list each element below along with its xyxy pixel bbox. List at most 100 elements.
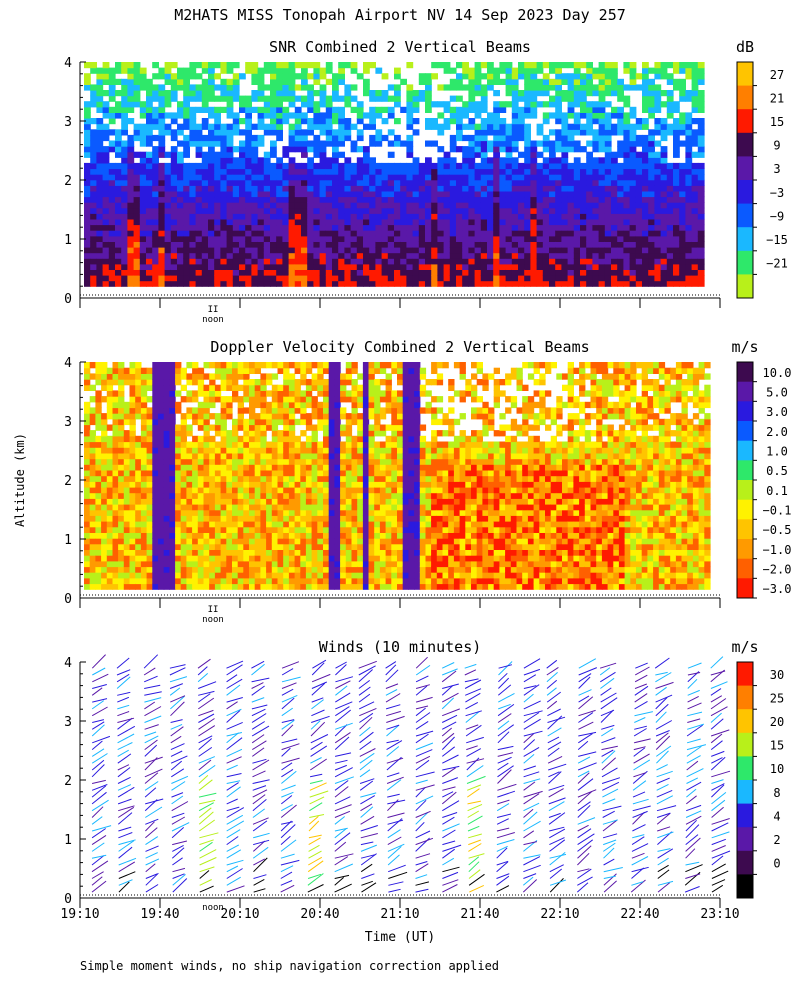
snr-cell — [598, 258, 606, 265]
snr-cell — [108, 190, 116, 198]
snr-cell — [660, 179, 668, 186]
velocity-cell — [260, 481, 267, 488]
snr-cell — [654, 269, 662, 276]
velocity-cell — [243, 396, 250, 403]
velocity-cell — [129, 418, 136, 426]
snr-cell — [418, 280, 426, 287]
snr-cell — [158, 162, 166, 170]
snr-cell — [325, 67, 333, 74]
snr-cell — [381, 241, 389, 248]
snr-cell — [239, 202, 246, 209]
snr-cell — [679, 218, 686, 226]
snr-cell — [276, 213, 283, 220]
snr-cell — [437, 218, 445, 226]
snr-cell — [102, 207, 110, 214]
snr-cell — [102, 241, 110, 248]
velocity-cell — [152, 469, 159, 477]
snr-cell — [363, 157, 370, 164]
velocity-cell — [129, 486, 136, 494]
snr-cell — [133, 235, 141, 242]
velocity-cell — [260, 362, 267, 369]
snr-cell — [139, 134, 147, 142]
snr-cell — [654, 140, 662, 147]
snr-cell — [511, 269, 519, 276]
snr-cell — [313, 112, 321, 119]
velocity-cell — [271, 549, 279, 556]
snr-cell — [480, 275, 488, 282]
snr-cell — [648, 84, 655, 91]
snr-cell — [654, 157, 662, 164]
snr-cell — [474, 174, 482, 181]
snr-cell — [108, 168, 116, 175]
snr-cell — [437, 207, 445, 214]
snr-cell — [524, 106, 531, 113]
snr-cell — [164, 224, 172, 231]
snr-cell — [611, 168, 618, 175]
snr-cell — [642, 78, 649, 85]
snr-cell — [251, 202, 259, 209]
snr-cell — [139, 258, 147, 265]
snr-cell — [604, 235, 612, 242]
snr-cell — [276, 129, 283, 136]
snr-cell — [654, 202, 662, 209]
snr-cell — [660, 275, 668, 282]
snr-cell — [332, 202, 339, 209]
snr-cell — [183, 280, 190, 287]
snr-cell — [629, 258, 637, 265]
velocity-cell — [283, 481, 290, 488]
snr-cell — [623, 67, 631, 74]
snr-cell — [623, 202, 631, 209]
snr-cell — [276, 190, 283, 198]
snr-cell — [164, 241, 172, 248]
snr-cell — [480, 207, 488, 214]
velocity-cell — [271, 396, 279, 403]
snr-cell — [542, 190, 550, 198]
snr-cell — [356, 196, 364, 203]
velocity-cell — [214, 555, 222, 562]
snr-cell — [648, 146, 655, 153]
snr-cell — [629, 269, 637, 276]
snr-cell — [164, 78, 172, 85]
velocity-cell — [197, 532, 205, 539]
velocity-cell — [214, 362, 222, 369]
snr-cell — [344, 190, 352, 198]
snr-cell — [282, 202, 290, 209]
snr-cell — [487, 213, 494, 220]
snr-cell — [468, 140, 476, 147]
velocity-cell — [214, 577, 222, 585]
velocity-cell — [249, 498, 256, 505]
velocity-cell — [266, 373, 273, 380]
snr-cell — [648, 157, 655, 164]
snr-cell — [257, 179, 265, 186]
snr-cell — [611, 106, 618, 113]
velocity-panel: Doppler Velocity Combined 2 Vertical Bea… — [64, 338, 791, 625]
snr-cell — [474, 241, 482, 248]
velocity-cell — [254, 367, 261, 374]
snr-cell — [164, 162, 172, 170]
snr-cell — [350, 269, 358, 276]
snr-cell — [685, 168, 693, 175]
velocity-cell — [249, 469, 256, 477]
snr-cell — [369, 118, 376, 125]
snr-cell — [201, 280, 209, 287]
snr-cell — [505, 218, 513, 226]
snr-cell — [288, 258, 296, 265]
velocity-cell — [254, 577, 261, 585]
snr-cell — [245, 280, 252, 287]
snr-cell — [679, 95, 686, 102]
velocity-cell — [140, 458, 148, 465]
snr-cell — [499, 157, 507, 164]
snr-cell — [170, 95, 178, 102]
snr-cell — [518, 123, 525, 130]
velocity-cell — [112, 492, 119, 499]
snr-cell — [456, 78, 463, 85]
velocity-cell — [186, 492, 193, 499]
snr-cell — [673, 202, 680, 209]
snr-cell — [679, 112, 686, 119]
snr-cell — [282, 62, 290, 69]
velocity-cell — [95, 447, 102, 454]
velocity-cell — [214, 430, 222, 437]
snr-cell — [524, 230, 531, 237]
snr-cell — [505, 202, 513, 209]
snr-cell — [542, 101, 550, 108]
